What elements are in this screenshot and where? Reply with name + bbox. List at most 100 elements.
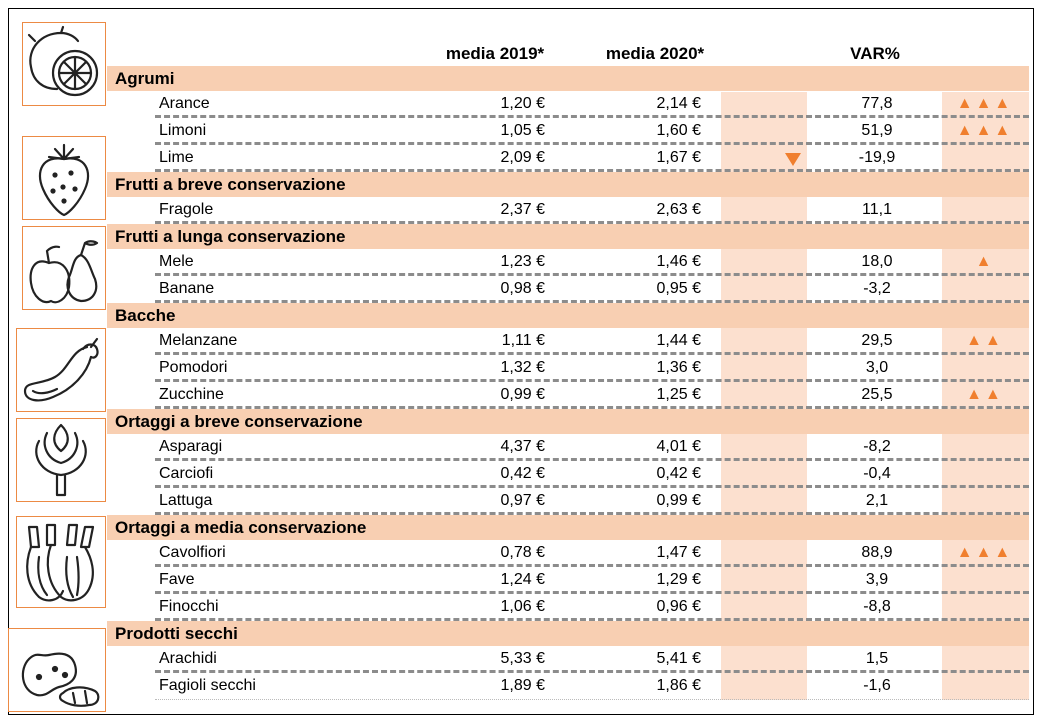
product-name: Banane: [159, 280, 215, 297]
table-row: Arachidi 5,33 € 5,41 € 1,5: [107, 646, 1029, 673]
price-2019: 1,23 €: [500, 253, 545, 270]
variation-percent: 1,5: [865, 650, 889, 667]
price-2020: 0,99 €: [656, 492, 701, 509]
variation-percent: 25,5: [861, 386, 893, 403]
category-row: Ortaggi a media conservazione: [107, 515, 1029, 540]
trend-up-icon: ▲▲▲: [956, 122, 1014, 139]
price-2019: 1,89 €: [500, 677, 545, 694]
table-row: Fragole 2,37 € 2,63 € 11,1: [107, 197, 1029, 224]
product-name: Mele: [159, 253, 194, 270]
price-2020: 1,44 €: [656, 332, 701, 349]
price-2019: 0,99 €: [500, 386, 545, 403]
table-row: Pomodori 1,32 € 1,36 € 3,0: [107, 355, 1029, 382]
table-row: Cavolfiori 0,78 € 1,47 € 88,9 ▲▲▲: [107, 540, 1029, 567]
trend-up-icon: ▲▲: [966, 332, 1004, 349]
price-2020: 0,96 €: [656, 598, 701, 615]
category-row: Frutti a breve conservazione: [107, 172, 1029, 197]
row-divider: [155, 379, 1029, 382]
variation-percent: 51,9: [861, 122, 893, 139]
price-2019: 1,20 €: [500, 95, 545, 112]
category-row: Frutti a lunga conservazione: [107, 224, 1029, 249]
variation-percent: 29,5: [861, 332, 893, 349]
table-row: Fagioli secchi 1,89 € 1,86 € -1,6: [107, 673, 1029, 700]
price-2019: 0,42 €: [500, 465, 545, 482]
variation-percent: 3,9: [865, 571, 889, 588]
price-2020: 1,47 €: [656, 544, 701, 561]
category-row: Bacche: [107, 303, 1029, 328]
product-name: Zucchine: [159, 386, 224, 403]
price-2019: 1,11 €: [501, 332, 545, 349]
price-2020: 0,42 €: [656, 465, 701, 482]
row-divider: [155, 670, 1029, 673]
variation-percent: -8,8: [863, 598, 891, 615]
trend-up-icon: ▲▲▲: [956, 544, 1014, 561]
price-2019: 1,05 €: [500, 122, 545, 139]
table-row: Arance 1,20 € 2,14 € 77,8 ▲▲▲: [107, 91, 1029, 118]
variation-percent: 88,9: [861, 544, 893, 561]
peanut-icon: [8, 628, 106, 712]
row-divider: [155, 115, 1029, 118]
header-var: VAR%: [850, 44, 900, 63]
row-divider: [155, 273, 1029, 276]
table-row: Melanzane 1,11 € 1,44 € 29,5 ▲▲: [107, 328, 1029, 355]
variation-percent: 18,0: [861, 253, 893, 270]
table-row: Fave 1,24 € 1,29 € 3,9: [107, 567, 1029, 594]
row-divider: [155, 699, 1029, 700]
row-divider: [155, 300, 1029, 303]
product-name: Lattuga: [159, 492, 213, 509]
row-divider: [155, 221, 1029, 224]
price-2020: 1,25 €: [656, 386, 701, 403]
table-row: Finocchi 1,06 € 0,96 € -8,8: [107, 594, 1029, 621]
row-divider: [155, 406, 1029, 409]
product-name: Arachidi: [159, 650, 217, 667]
price-2020: 1,29 €: [656, 571, 701, 588]
price-2019: 1,06 €: [500, 598, 545, 615]
variation-percent: 2,1: [865, 492, 889, 509]
price-2019: 1,32 €: [500, 359, 545, 376]
price-2020: 1,46 €: [656, 253, 701, 270]
trend-up-icon: ▲: [975, 253, 995, 270]
price-2019: 0,98 €: [500, 280, 545, 297]
price-2020: 1,36 €: [656, 359, 701, 376]
variation-percent: -0,4: [863, 465, 891, 482]
trend-up-icon: ▲▲: [966, 386, 1004, 403]
price-2019: 2,09 €: [500, 149, 545, 166]
row-divider: [155, 618, 1029, 621]
product-name: Finocchi: [159, 598, 219, 615]
table-row: Banane 0,98 € 0,95 € -3,2: [107, 276, 1029, 303]
category-row: Ortaggi a breve conservazione: [107, 409, 1029, 434]
price-2019: 1,24 €: [500, 571, 545, 588]
variation-percent: -19,9: [858, 149, 896, 166]
row-divider: [155, 564, 1029, 567]
strawberry-icon: [22, 136, 106, 220]
price-table-frame: [8, 8, 1034, 715]
row-divider: [155, 591, 1029, 594]
table-row: Lime 2,09 € 1,67 € -19,9: [107, 145, 1029, 172]
row-divider: [155, 485, 1029, 488]
price-2019: 5,33 €: [500, 650, 545, 667]
product-name: Lime: [159, 149, 194, 166]
row-divider: [155, 352, 1029, 355]
price-2020: 2,14 €: [656, 95, 701, 112]
product-name: Limoni: [159, 122, 207, 139]
header-2020: media 2020*: [605, 44, 705, 63]
price-2020: 5,41 €: [656, 650, 701, 667]
row-divider: [155, 512, 1029, 515]
trend-down-icon: [783, 151, 803, 167]
price-2019: 4,37 €: [500, 438, 545, 455]
row-divider: [155, 458, 1029, 461]
variation-percent: -8,2: [863, 438, 891, 455]
product-name: Pomodori: [159, 359, 228, 376]
variation-percent: 3,0: [865, 359, 889, 376]
price-2020: 1,67 €: [656, 149, 701, 166]
fennel-icon: [16, 516, 106, 608]
table-row: Zucchine 0,99 € 1,25 € 25,5 ▲▲: [107, 382, 1029, 409]
table-row: Lattuga 0,97 € 0,99 € 2,1: [107, 488, 1029, 515]
variation-percent: 77,8: [861, 95, 893, 112]
price-2020: 1,86 €: [656, 677, 701, 694]
variation-percent: -1,6: [863, 677, 891, 694]
table-row: Asparagi 4,37 € 4,01 € -8,2: [107, 434, 1029, 461]
trend-up-icon: ▲▲▲: [956, 95, 1014, 112]
category-row: Agrumi: [107, 66, 1029, 91]
apple-pear-icon: [22, 226, 106, 310]
